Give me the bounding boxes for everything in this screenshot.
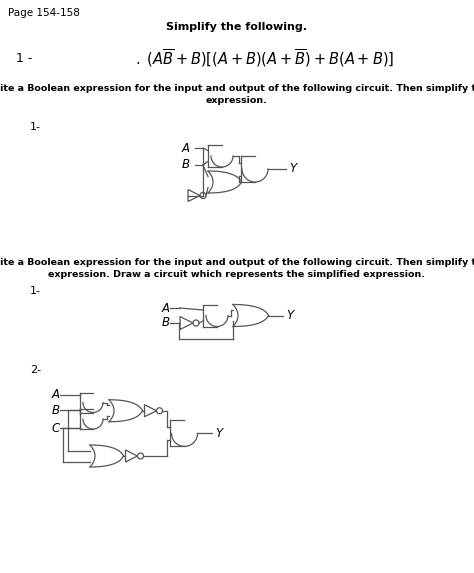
Text: $.\;(A\overline{B}+B)[(A+B)(A+\overline{B})+B(A+B)]$: $.\;(A\overline{B}+B)[(A+B)(A+\overline{…	[136, 47, 395, 69]
Text: B: B	[52, 403, 60, 417]
Circle shape	[200, 193, 206, 198]
Text: C: C	[52, 422, 60, 434]
Circle shape	[156, 408, 163, 414]
Text: Page 154-158: Page 154-158	[8, 8, 80, 18]
Circle shape	[193, 320, 199, 326]
Text: A: A	[162, 301, 170, 315]
Text: Y: Y	[286, 309, 293, 322]
Text: 1-: 1-	[30, 122, 41, 132]
Text: Write a Boolean expression for the input and output of the following circuit. Th: Write a Boolean expression for the input…	[0, 84, 474, 93]
Text: Y: Y	[289, 163, 296, 175]
Text: 2-: 2-	[30, 365, 41, 375]
Text: expression. Draw a circuit which represents the simplified expression.: expression. Draw a circuit which represe…	[48, 270, 426, 279]
Text: A: A	[52, 388, 60, 402]
Text: 1-: 1-	[30, 286, 41, 296]
Text: 1 -: 1 -	[16, 52, 32, 65]
Text: A: A	[182, 142, 190, 155]
Text: B: B	[162, 316, 170, 329]
Text: Simplify the following.: Simplify the following.	[166, 22, 308, 32]
Text: expression.: expression.	[206, 96, 268, 105]
Text: B: B	[182, 159, 190, 171]
Text: Y: Y	[216, 427, 223, 440]
Circle shape	[137, 453, 144, 459]
Text: Write a Boolean expression for the input and output of the following circuit. Th: Write a Boolean expression for the input…	[0, 258, 474, 267]
